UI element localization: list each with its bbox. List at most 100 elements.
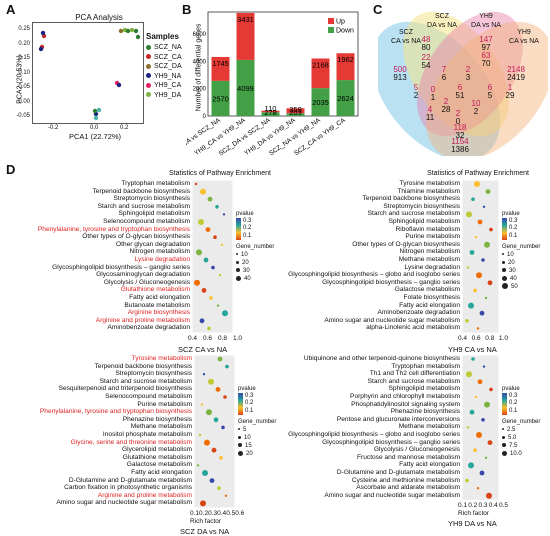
venn-up-count: 0 xyxy=(430,85,436,94)
pathway-label: Fatty acid elongation xyxy=(129,293,190,301)
gene-number-label: 50 xyxy=(511,284,518,290)
enrich-dot xyxy=(476,272,482,279)
venn-up-count: 2 xyxy=(465,65,471,74)
venn-label-yh9-da: YH9 DA vs NA xyxy=(471,13,501,29)
enrich-xticks: 0.1 0.2 0.3 0.4 0.5 0.6 xyxy=(190,510,244,517)
pathway-label: Fatty acid elongation xyxy=(399,461,460,469)
pathway-label: Porphyrin and chlorophyll metabolism xyxy=(350,392,460,400)
gene-number-label: 2.5 xyxy=(507,427,516,433)
bar-up-label: 110 xyxy=(265,104,277,113)
venn-down-count: 54 xyxy=(421,61,431,70)
gene-number-legend-item: 10 xyxy=(238,434,276,442)
enrich-dot xyxy=(208,378,214,385)
venn-down-count: 1386 xyxy=(451,145,469,154)
venn-down-count: 1 xyxy=(430,93,436,102)
enrich-dot xyxy=(207,326,211,331)
enrich-dot xyxy=(466,371,472,378)
pathway-label: Aminobenzoate degradation xyxy=(377,309,460,317)
bar-down xyxy=(311,88,330,116)
pathway-label: Glycolysis / Gluconeogenesis xyxy=(373,446,460,454)
pathway-label: Starch and sucrose metabolism xyxy=(97,202,190,210)
pca-legend-item: SCZ_NA xyxy=(146,43,182,53)
gene-number-legend-item: 40 xyxy=(502,275,540,283)
venn-up-count: 63 xyxy=(481,51,491,60)
panel-label-c: C xyxy=(373,2,383,17)
bar-up xyxy=(211,56,230,81)
pathway-label: Butanoate metabolism xyxy=(124,301,190,309)
legend-label: YH9_DA xyxy=(154,91,182,99)
pathway-label: Terpenoid backbone biosynthesis xyxy=(362,195,460,203)
bar-legend-swatch xyxy=(328,18,334,24)
panel-label-b: B xyxy=(182,2,192,17)
pathway-label: Tyrosine metabolism xyxy=(399,180,460,187)
venn-down-count: 28 xyxy=(441,105,451,114)
venn-down-count: 80 xyxy=(421,43,431,52)
pathway-label: Glycosphingolipid biosynthesis – globo a… xyxy=(288,271,460,279)
pathway-label: Fatty acid elongation xyxy=(131,468,192,476)
pvalue-colorbar: 0.3 0.2 0.1 xyxy=(236,218,274,240)
enrich-xticks: 0.4 0.6 0.8 1.0 xyxy=(458,335,508,342)
venn-down-count: 913 xyxy=(393,73,407,82)
venn-region-count: 6 51 xyxy=(446,84,474,100)
enrich-comparison-label: SCZ CA vs NA xyxy=(178,345,228,354)
pathway-label: Fatty acid elongation xyxy=(399,301,460,309)
legend-label: YH9_NA xyxy=(154,72,182,80)
colorbar-swatch xyxy=(236,218,241,240)
pathway-label: Starch and sucrose metabolism xyxy=(99,377,192,385)
enrich-dot xyxy=(217,486,221,490)
gene-number-legend-item: 20 xyxy=(238,450,276,458)
pathway-label: Sphingolipid metabolism xyxy=(118,210,190,218)
pathway-label: Purine metabolism xyxy=(405,233,460,241)
enrich-dot xyxy=(222,310,228,317)
gene-number-legend-title: Gene_number xyxy=(502,244,541,250)
pathway-label: D-Glutamine and D-glutamate metabolism xyxy=(68,476,192,484)
enrich-dot xyxy=(213,235,217,239)
enrich-dot xyxy=(203,257,209,263)
venn-region-count: 2 28 xyxy=(432,98,460,114)
pathway-label: Glycerolipid metabolism xyxy=(122,446,192,454)
enrich-dot xyxy=(202,470,208,476)
enrich-legend: pvalue 0.3 0.2 0.1 Gene_number 5 10 15 20 xyxy=(238,385,276,458)
enrich-dot xyxy=(204,439,210,446)
enrich-dot xyxy=(479,310,485,316)
bar-legend-swatch xyxy=(328,27,334,33)
gene-number-legend-item: 10 xyxy=(502,251,540,259)
bar-down-label: 278 xyxy=(264,108,277,117)
pvalue-tick: 0.2 xyxy=(245,400,254,407)
enrich-comparison-label: YH9 DA vs NA xyxy=(448,519,497,529)
legend-dot-icon xyxy=(502,443,506,448)
venn-label-scz-ca: SCZ CA vs NA xyxy=(391,29,421,45)
enrich-dot xyxy=(465,319,469,323)
pathway-label: D-Glutamine and D-glutamate metabolism xyxy=(336,468,460,476)
pathway-label: Glycosphingolipid biosynthesis – ganglio… xyxy=(322,278,460,286)
venn-up-count: 147 xyxy=(479,35,493,44)
venn-down-count: 6 xyxy=(441,73,447,82)
enrich-dot xyxy=(486,492,492,499)
pathway-label: Glutathione metabolism xyxy=(120,286,190,294)
enrich-legend: pvalue 0.3 0.2 0.1 Gene_number 10 20 30 40 xyxy=(236,210,274,283)
gene-number-label: 15 xyxy=(245,443,252,449)
enrich-dot xyxy=(202,373,206,376)
pca-point xyxy=(96,107,102,113)
enrich-dot xyxy=(481,418,485,422)
venn-label-yh9-ca: YH9 CA vs NA xyxy=(509,29,539,45)
pca-point xyxy=(92,108,98,114)
pvalue-tick: 0.1 xyxy=(509,232,518,239)
bar-up xyxy=(336,53,355,81)
enrich-dot xyxy=(196,249,202,256)
legend-dot-icon xyxy=(146,92,151,98)
enrich-dot xyxy=(484,296,488,300)
venn-region-count: 500 913 xyxy=(386,66,414,82)
pvalue-tick: 0.1 xyxy=(245,407,254,414)
venn-down-count: 0 xyxy=(455,117,461,126)
enrich-dot xyxy=(196,464,200,467)
enrich-dot xyxy=(209,296,213,300)
enrich-dot xyxy=(473,448,477,452)
bar-panel: Number of differential genes 0 2000 4000 60… xyxy=(186,6,374,166)
pathway-label: Tyrosine metabolism xyxy=(131,355,192,362)
pathway-label: Glycosaminoglycan degradation xyxy=(96,271,190,279)
enrich-dot xyxy=(476,432,482,438)
enrich-dot xyxy=(215,387,221,392)
